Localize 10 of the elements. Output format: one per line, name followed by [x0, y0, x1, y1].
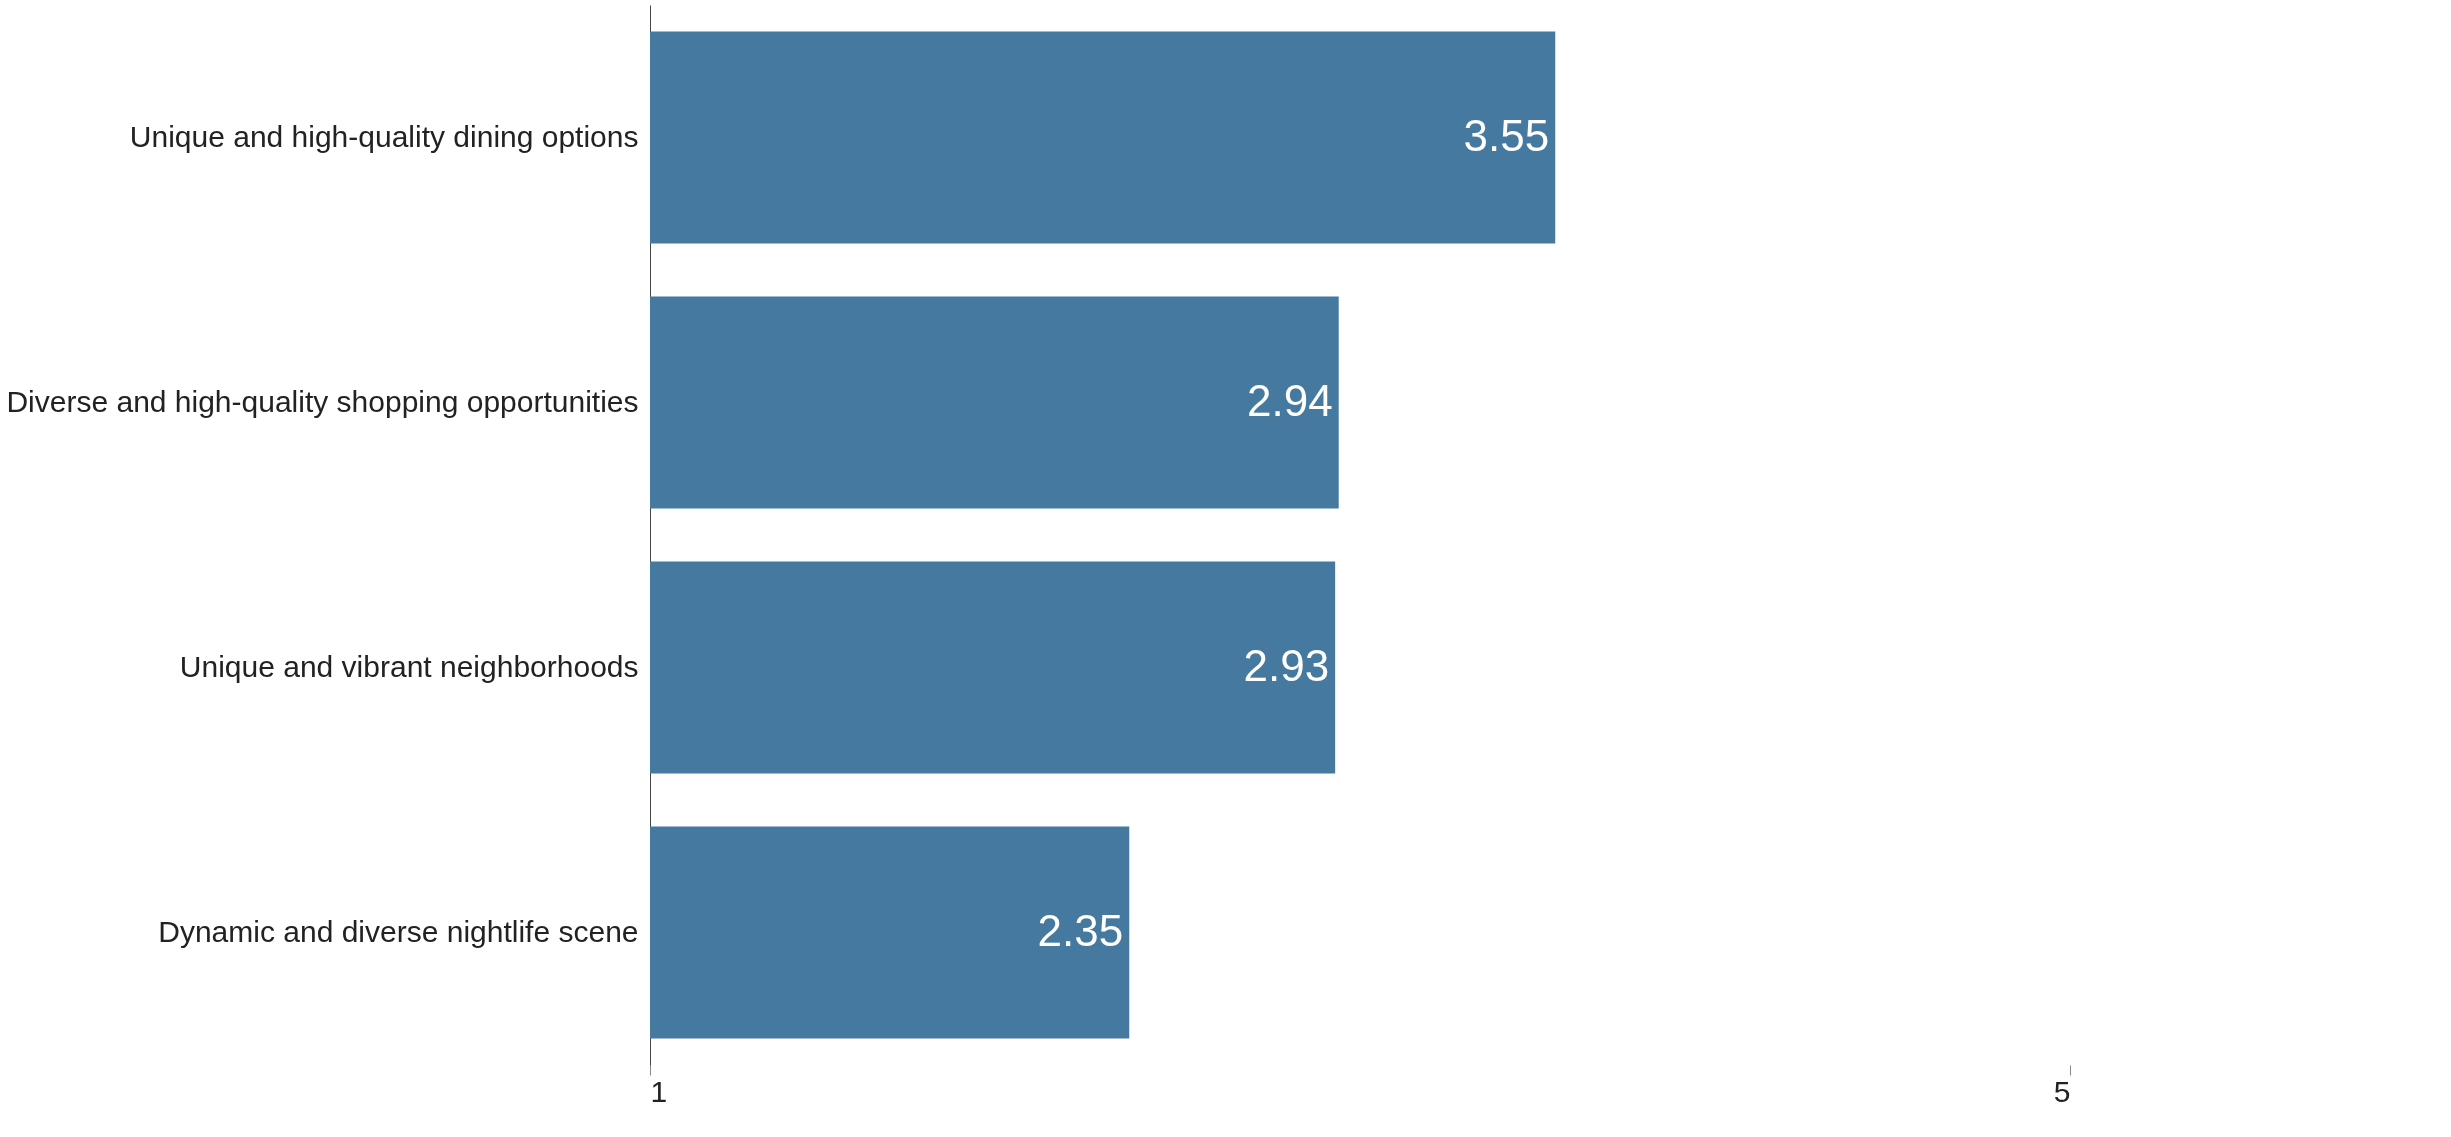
data-label: 2.35: [1037, 905, 1124, 955]
y-tick-label: Dynamic and diverse nightlife scene: [158, 914, 639, 948]
x-tick-label: 5: [2053, 1074, 2071, 1108]
y-tick-label: Unique and high-quality dining options: [129, 119, 639, 153]
data-label: 3.55: [1463, 110, 1550, 160]
data-label: 2.93: [1243, 640, 1330, 690]
x-tick-label: 1: [650, 1074, 668, 1108]
y-tick-label: Diverse and high-quality shopping opportunities: [6, 384, 639, 418]
y-tick-label: Unique and vibrant neighborhoods: [179, 649, 639, 683]
data-label: 2.94: [1247, 375, 1333, 425]
